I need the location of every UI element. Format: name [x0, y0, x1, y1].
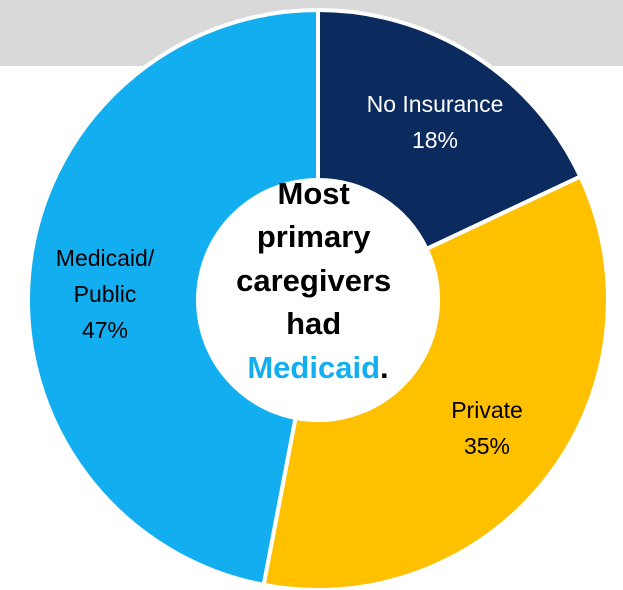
label-private-line-2: 35%	[464, 433, 510, 459]
label-medicaid-public-line-3: 47%	[82, 317, 128, 343]
labels-group: No Insurance 18% Private 35% Medicaid/Public…	[56, 91, 523, 459]
label-medicaid-public-line-1: Medicaid/	[56, 245, 155, 271]
label-private: Private 35%	[451, 397, 523, 459]
center-line-3: caregivers	[236, 263, 391, 298]
center-line-2: primary	[257, 219, 371, 254]
label-medicaid-public: Medicaid/Public 47%	[56, 245, 155, 343]
label-no-insurance: No Insurance 18%	[367, 91, 504, 153]
label-no-insurance-line-2: 18%	[412, 127, 458, 153]
center-line-1: Most	[278, 176, 350, 211]
center-message: Most primary caregivers had Medicaid.	[236, 176, 400, 385]
center-line-4: had	[286, 306, 341, 341]
center-highlight-medicaid: Medicaid	[247, 350, 380, 385]
donut-hole	[198, 180, 438, 420]
label-no-insurance-line-1: No Insurance	[367, 91, 504, 117]
center-period: .	[380, 350, 389, 385]
label-private-line-1: Private	[451, 397, 523, 423]
label-medicaid-public-line-2: Public	[74, 281, 137, 307]
center-line-5: Medicaid.	[247, 350, 388, 385]
